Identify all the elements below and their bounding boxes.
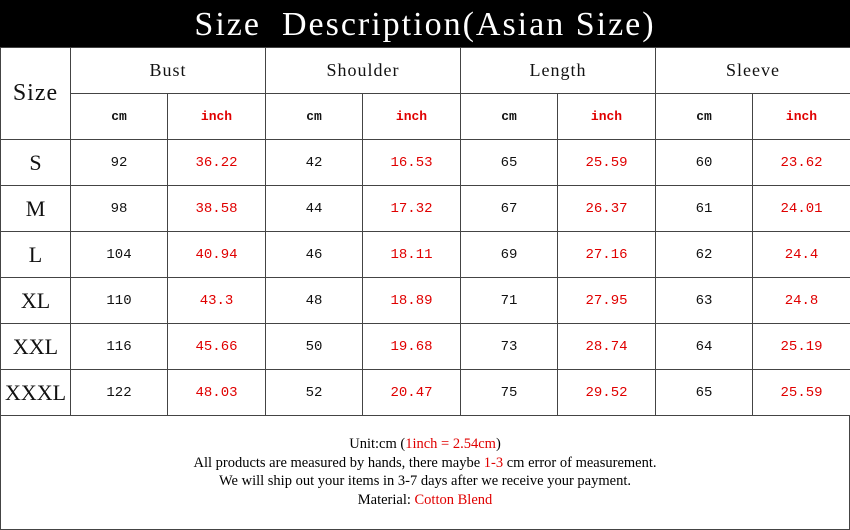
cm-value: 116: [71, 324, 168, 370]
unit-header-cm: cm: [71, 94, 168, 140]
inch-value: 27.16: [558, 232, 656, 278]
inch-value: 24.4: [753, 232, 850, 278]
group-header: Shoulder: [266, 48, 461, 94]
inch-value: 23.62: [753, 140, 850, 186]
cm-value: 65: [656, 370, 753, 416]
inch-value: 17.32: [363, 186, 461, 232]
size-label: XXXL: [1, 370, 71, 416]
cm-value: 46: [266, 232, 363, 278]
inch-value: 43.3: [168, 278, 266, 324]
footer-notes: Unit:cm (1inch = 2.54cm) All products ar…: [0, 416, 850, 530]
inch-value: 36.22: [168, 140, 266, 186]
cm-value: 104: [71, 232, 168, 278]
material-note: Material: Cotton Blend: [1, 491, 849, 510]
shipping-note: We will ship out your items in 3-7 days …: [1, 472, 849, 491]
unit-header-inch: inch: [558, 94, 656, 140]
cm-value: 98: [71, 186, 168, 232]
size-label: M: [1, 186, 71, 232]
inch-value: 18.11: [363, 232, 461, 278]
cm-value: 110: [71, 278, 168, 324]
cm-value: 44: [266, 186, 363, 232]
inch-value: 45.66: [168, 324, 266, 370]
cm-value: 71: [461, 278, 558, 324]
cm-value: 122: [71, 370, 168, 416]
inch-value: 20.47: [363, 370, 461, 416]
cm-value: 42: [266, 140, 363, 186]
cm-value: 50: [266, 324, 363, 370]
inch-value: 26.37: [558, 186, 656, 232]
unit-header-inch: inch: [753, 94, 850, 140]
inch-value: 25.59: [753, 370, 850, 416]
inch-value: 38.58: [168, 186, 266, 232]
inch-value: 48.03: [168, 370, 266, 416]
unit-header-cm: cm: [461, 94, 558, 140]
inch-value: 16.53: [363, 140, 461, 186]
group-header: Sleeve: [656, 48, 850, 94]
cm-value: 63: [656, 278, 753, 324]
inch-value: 25.59: [558, 140, 656, 186]
inch-value: 28.74: [558, 324, 656, 370]
cm-value: 65: [461, 140, 558, 186]
size-label: L: [1, 232, 71, 278]
inch-value: 27.95: [558, 278, 656, 324]
inch-value: 29.52: [558, 370, 656, 416]
error-note: All products are measured by hands, ther…: [1, 454, 849, 473]
inch-value: 40.94: [168, 232, 266, 278]
cm-value: 73: [461, 324, 558, 370]
unit-header-inch: inch: [363, 94, 461, 140]
cm-value: 48: [266, 278, 363, 324]
cm-value: 61: [656, 186, 753, 232]
cm-value: 92: [71, 140, 168, 186]
unit-header-cm: cm: [266, 94, 363, 140]
group-header: Length: [461, 48, 656, 94]
cm-value: 60: [656, 140, 753, 186]
size-header: Size: [1, 48, 71, 140]
unit-header-inch: inch: [168, 94, 266, 140]
unit-note: Unit:cm (1inch = 2.54cm): [1, 435, 849, 454]
cm-value: 69: [461, 232, 558, 278]
cm-value: 52: [266, 370, 363, 416]
size-label: XXL: [1, 324, 71, 370]
inch-value: 18.89: [363, 278, 461, 324]
cm-value: 64: [656, 324, 753, 370]
group-header: Bust: [71, 48, 266, 94]
inch-value: 24.8: [753, 278, 850, 324]
size-label: S: [1, 140, 71, 186]
inch-value: 19.68: [363, 324, 461, 370]
cm-value: 62: [656, 232, 753, 278]
inch-value: 25.19: [753, 324, 850, 370]
cm-value: 67: [461, 186, 558, 232]
page-title: Size Description(Asian Size): [0, 0, 850, 47]
inch-value: 24.01: [753, 186, 850, 232]
cm-value: 75: [461, 370, 558, 416]
size-label: XL: [1, 278, 71, 324]
unit-header-cm: cm: [656, 94, 753, 140]
